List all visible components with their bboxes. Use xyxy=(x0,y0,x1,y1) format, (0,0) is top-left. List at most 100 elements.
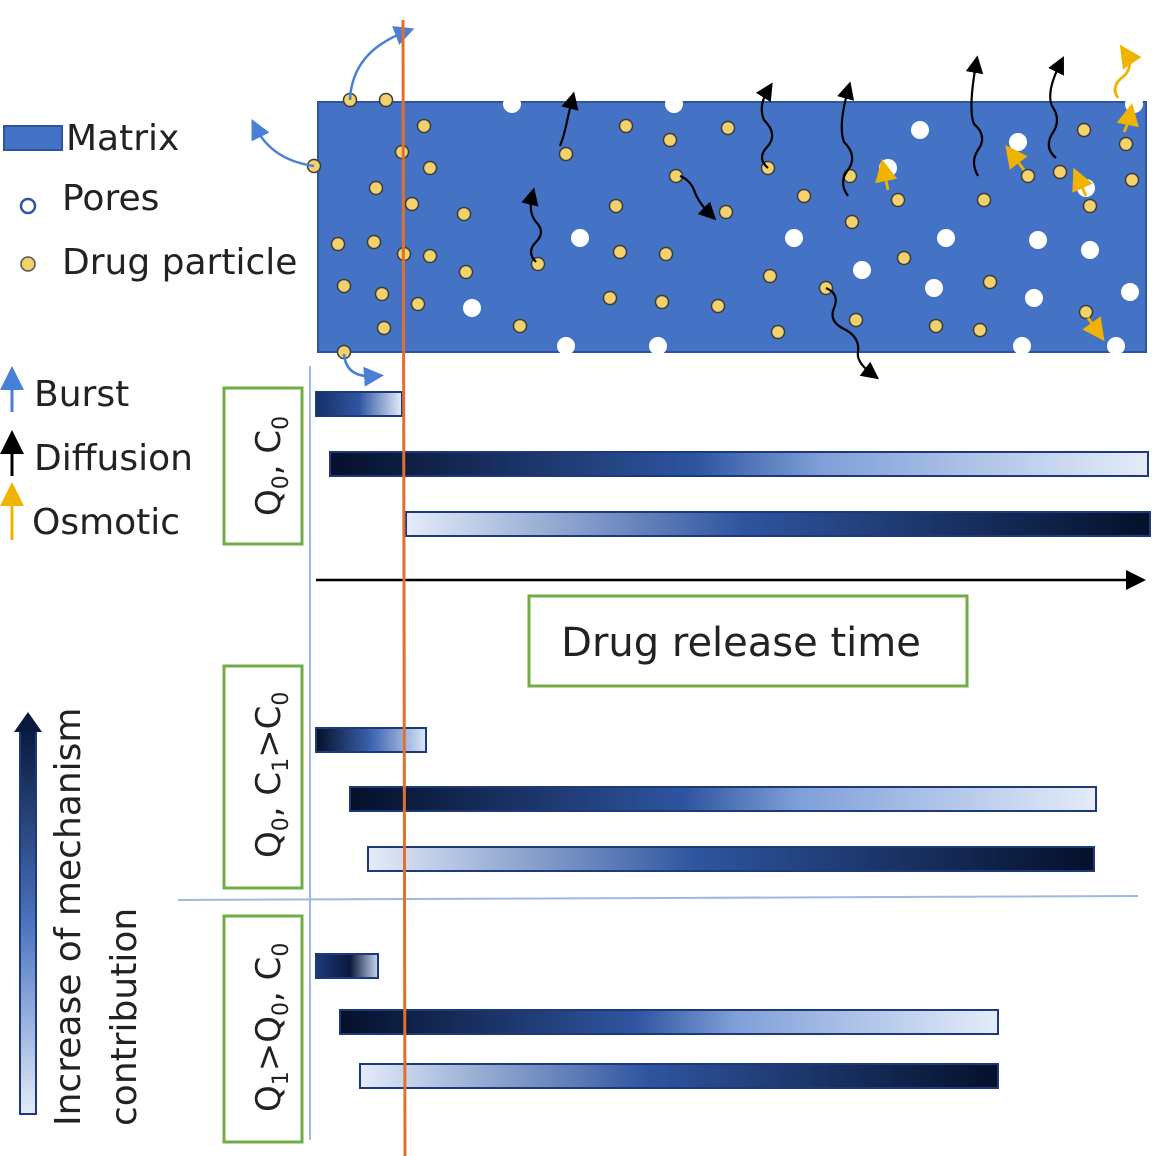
time-axis-label-box xyxy=(527,594,969,688)
bar-diffusion-2 xyxy=(349,786,1097,812)
bar-burst-3 xyxy=(315,953,379,979)
diffusion-arrow-4 xyxy=(755,82,774,169)
osmotic-arrow-1 xyxy=(1113,44,1142,99)
contribution-label-line2: contribution xyxy=(104,908,145,1126)
drug-particle xyxy=(896,250,912,266)
pore xyxy=(1107,337,1125,355)
diffusion-arrows xyxy=(521,55,1064,380)
drug-particle xyxy=(718,204,734,220)
drug-particle xyxy=(1078,304,1094,320)
diffusion-arrow-1 xyxy=(521,187,543,263)
drug-particle xyxy=(1082,198,1098,214)
condition-label-3: Q1>Q0, C0 xyxy=(249,943,294,1112)
bar-osmotic-1 xyxy=(405,511,1151,537)
drug-particle xyxy=(1020,168,1036,184)
bar-diffusion-1 xyxy=(329,451,1149,477)
legend-burst: Burst xyxy=(34,374,129,415)
pore xyxy=(649,337,667,355)
bar-osmotic-3 xyxy=(359,1063,999,1089)
time-marker-line xyxy=(401,19,407,1156)
drug-particle xyxy=(972,322,988,338)
pore xyxy=(571,229,589,247)
drug-particle xyxy=(602,290,618,306)
condition-label-1: Q0, C0 xyxy=(249,416,294,516)
pore xyxy=(1081,241,1099,259)
osmotic-arrow-5 xyxy=(1072,167,1093,197)
drug-particle xyxy=(890,192,906,208)
drug-particle xyxy=(1052,164,1068,180)
drug-particle xyxy=(368,180,384,196)
drug-particle xyxy=(608,198,624,214)
drug-particle xyxy=(928,318,944,334)
drug-particle xyxy=(848,312,864,328)
drug-particle xyxy=(662,132,678,148)
drug-particle xyxy=(458,264,474,280)
pore xyxy=(1013,337,1031,355)
time-axis-label: Drug release time xyxy=(561,620,921,666)
drug-particle xyxy=(558,146,574,162)
drug-particle xyxy=(762,268,778,284)
pore xyxy=(937,229,955,247)
drug-particle xyxy=(376,320,392,336)
pore xyxy=(503,95,521,113)
drug-particle xyxy=(330,236,346,252)
bar-burst-2 xyxy=(315,727,427,753)
drug-particle xyxy=(1076,122,1092,138)
burst-arrow-left xyxy=(251,119,315,168)
drug-particle xyxy=(422,160,438,176)
drug-particle xyxy=(844,214,860,230)
release-bars xyxy=(315,391,1151,1089)
drug-particles-group xyxy=(306,92,1140,360)
drug-particle xyxy=(416,118,432,134)
drug-particle xyxy=(422,248,438,264)
legend-matrix: Matrix xyxy=(66,118,179,159)
drug-particle xyxy=(796,188,812,204)
legend-diffusion: Diffusion xyxy=(34,438,193,479)
diffusion-arrow-5 xyxy=(837,81,855,197)
legend-drug-particle: Drug particle xyxy=(62,242,297,283)
matrix-block xyxy=(317,101,1147,353)
diffusion-arrow-6 xyxy=(965,55,984,177)
burst-arrow-top xyxy=(348,26,415,101)
drug-particle xyxy=(374,286,390,302)
horizontal-separator xyxy=(177,895,1139,901)
pore xyxy=(1025,289,1043,307)
pore xyxy=(1125,95,1143,113)
diffusion-arrow-2 xyxy=(558,91,579,147)
condition-box-1 xyxy=(222,386,304,546)
drug-particle xyxy=(336,278,352,294)
osmotic-arrow-4 xyxy=(875,159,898,191)
diffusion-arrow-7 xyxy=(1047,56,1064,159)
drug-particle xyxy=(658,246,674,262)
pore-swatch xyxy=(19,197,37,215)
contribution-label-line1: Increase of mechanism xyxy=(48,708,89,1126)
drug-particle-swatch xyxy=(20,256,36,272)
drug-particle xyxy=(456,206,472,222)
bar-osmotic-2 xyxy=(367,846,1095,872)
drug-particle xyxy=(378,92,394,108)
pore xyxy=(853,261,871,279)
pore xyxy=(1009,133,1027,151)
legend-pores: Pores xyxy=(62,178,159,219)
pore xyxy=(1029,231,1047,249)
bar-burst-1 xyxy=(315,391,403,417)
burst-arrows xyxy=(251,26,415,387)
pore xyxy=(879,159,897,177)
condition-label-2: Q0, C1>C0 xyxy=(249,692,294,858)
drug-particle xyxy=(618,118,634,134)
pore xyxy=(911,121,929,139)
osmotic-arrow-2 xyxy=(1116,103,1139,133)
drug-particle xyxy=(366,234,382,250)
drug-particle xyxy=(1124,172,1140,188)
pores-group xyxy=(463,95,1143,355)
drug-particle xyxy=(512,318,528,334)
condition-box-3 xyxy=(222,914,304,1144)
drug-particle xyxy=(982,274,998,290)
legend-osmotic: Osmotic xyxy=(32,502,180,543)
pore xyxy=(557,337,575,355)
contribution-gradient-bar xyxy=(19,729,37,1115)
pore xyxy=(925,279,943,297)
drug-particle xyxy=(770,324,786,340)
drug-particle xyxy=(404,196,420,212)
